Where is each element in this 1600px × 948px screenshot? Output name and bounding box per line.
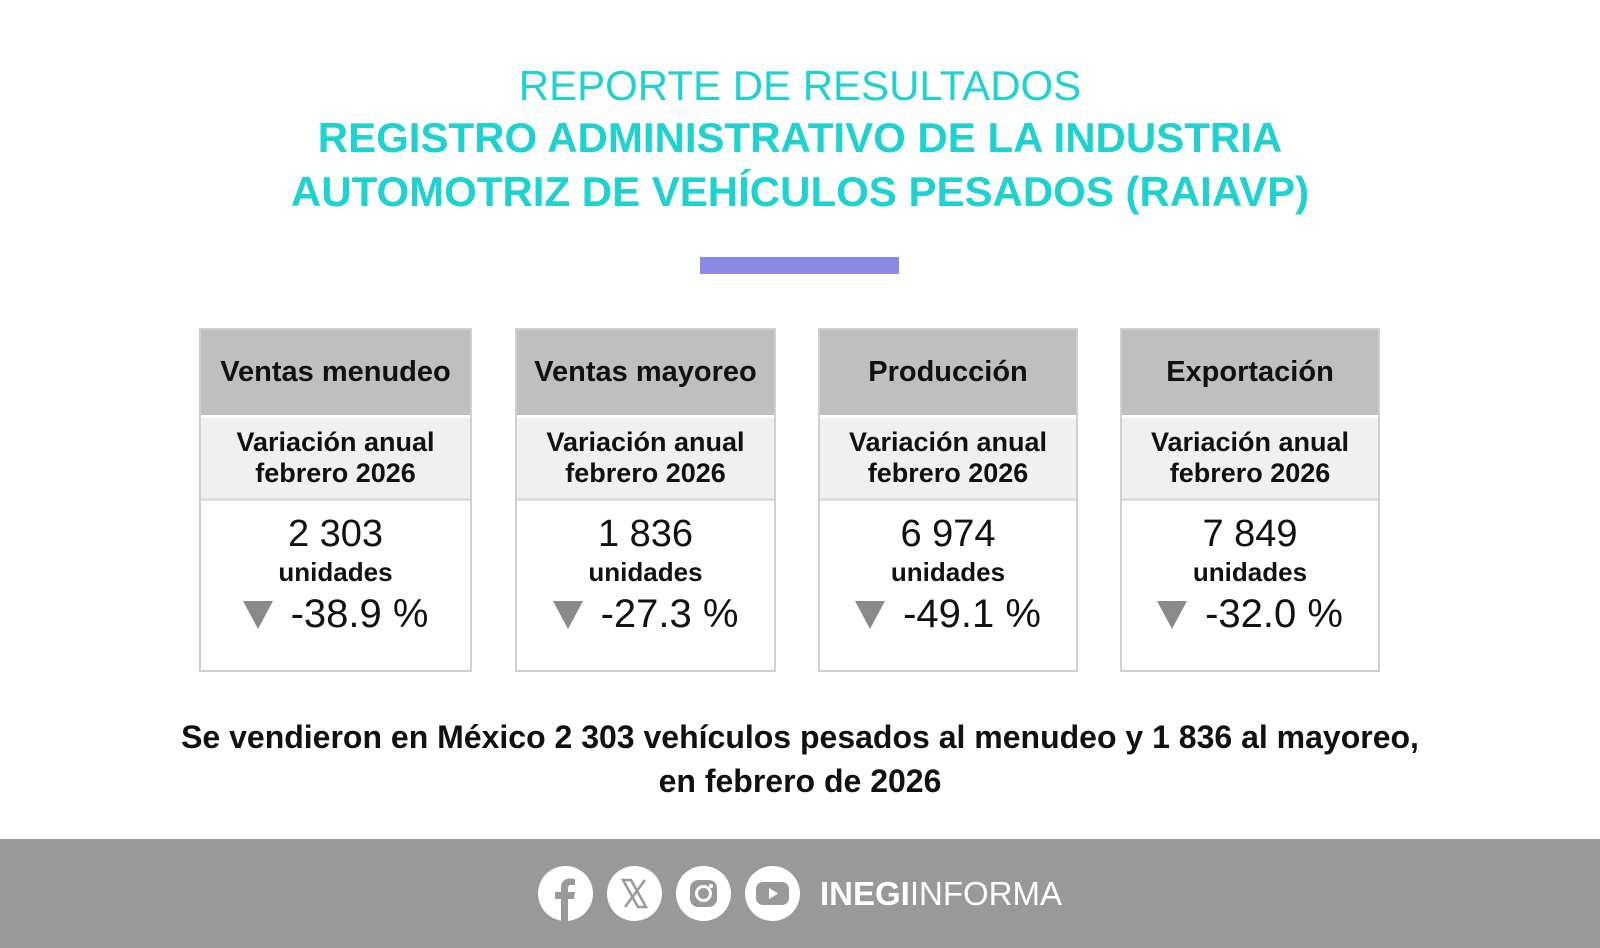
card-subtitle: Variación anual febrero 2026 (820, 418, 1076, 501)
card-unit: unidades (278, 557, 393, 587)
instagram-icon[interactable] (675, 866, 731, 921)
card-value: 1 836 (597, 513, 694, 555)
card-change: -38.9 % (201, 591, 470, 637)
subtitle-line: Variación anual (848, 427, 1048, 457)
card-unit: unidades (890, 557, 1006, 587)
card-ventas-mayoreo: Ventas mayoreo Variación anual febrero 20… (515, 328, 776, 672)
card-title: Exportación (1122, 330, 1378, 418)
card-value: 7 849 (1202, 513, 1298, 555)
change-value: -32.0 % (1205, 592, 1343, 636)
subtitle-line: Variación anual (546, 427, 745, 457)
title-line-1: REGISTRO ADMINISTRATIVO DE LA INDUSTRIA (317, 114, 1283, 161)
facebook-icon[interactable] (537, 866, 593, 921)
subtitle-period: febrero 2026 (1169, 458, 1331, 488)
card-value: 6 974 (900, 513, 996, 555)
subtitle-line: Variación anual (1150, 427, 1350, 457)
card-subtitle: Variación anual febrero 2026 (517, 418, 774, 501)
inegi-informa-brand[interactable]: INEGIINFORMA (820, 875, 1062, 913)
footer: INEGIINFORMA (0, 839, 1600, 948)
card-unit: unidades (1192, 557, 1308, 587)
card-title: Ventas menudeo (201, 330, 470, 418)
card-ventas-menudeo: Ventas menudeo Variación anual febrero 20… (199, 328, 472, 672)
card-change: -49.1 % (820, 591, 1076, 637)
card-subtitle: Variación anual febrero 2026 (201, 418, 470, 501)
change-value: -38.9 % (290, 592, 429, 636)
change-value: -27.3 % (600, 592, 739, 636)
card-produccion: Producción Variación anual febrero 2026 6… (818, 328, 1078, 672)
summary-line-1: Se vendieron en México 2 303 vehículos p… (181, 719, 1419, 755)
card-subtitle: Variación anual febrero 2026 (1122, 418, 1378, 501)
down-triangle-icon (552, 601, 583, 629)
change-value: -49.1 % (903, 592, 1041, 636)
card-title: Ventas mayoreo (517, 330, 774, 418)
subtitle-line: Variación anual (236, 427, 435, 457)
brand-bold: INEGI (819, 874, 910, 912)
card-value: 2 303 (287, 513, 384, 555)
report-label: REPORTE DE RESULTADOS (518, 62, 1082, 109)
youtube-icon[interactable] (744, 866, 800, 921)
x-icon[interactable] (606, 866, 662, 921)
subtitle-period: febrero 2026 (565, 458, 726, 488)
down-triangle-icon (1157, 601, 1188, 629)
subtitle-period: febrero 2026 (255, 458, 416, 488)
subtitle-period: febrero 2026 (867, 458, 1029, 488)
card-title: Producción (820, 330, 1076, 418)
card-exportacion: Exportación Variación anual febrero 2026 … (1120, 328, 1380, 672)
summary-line-2: en febrero de 2026 (658, 763, 942, 799)
brand-light: INFORMA (909, 874, 1063, 912)
down-triangle-icon (242, 601, 273, 629)
card-unit: unidades (588, 557, 703, 587)
down-triangle-icon (855, 601, 886, 629)
card-change: -32.0 % (1122, 591, 1378, 637)
title-line-2: AUTOMOTRIZ DE VEHÍCULOS PESADOS (RAIAVP) (290, 168, 1310, 215)
accent-divider (700, 257, 899, 274)
card-change: -27.3 % (517, 591, 774, 637)
